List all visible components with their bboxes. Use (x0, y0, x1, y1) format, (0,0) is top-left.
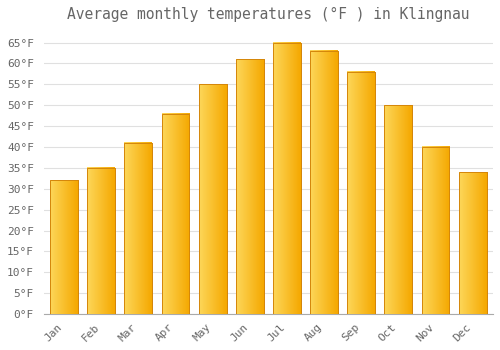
Bar (384, 105, 412, 314)
Bar (273, 43, 301, 314)
Bar (348, 72, 375, 314)
Bar (124, 143, 152, 314)
Bar (236, 59, 264, 314)
Bar (50, 180, 78, 314)
Bar (310, 51, 338, 314)
Bar (273, 43, 301, 314)
Bar (236, 59, 264, 314)
Bar (198, 84, 226, 314)
Bar (50, 180, 78, 314)
Bar (458, 172, 486, 314)
Bar (162, 114, 190, 314)
Title: Average monthly temperatures (°F ) in Klingnau: Average monthly temperatures (°F ) in Kl… (67, 7, 469, 22)
Bar (198, 84, 226, 314)
Bar (348, 72, 375, 314)
Bar (422, 147, 450, 314)
Bar (458, 172, 486, 314)
Bar (384, 105, 412, 314)
Bar (88, 168, 115, 314)
Bar (88, 168, 115, 314)
Bar (422, 147, 450, 314)
Bar (162, 114, 190, 314)
Bar (310, 51, 338, 314)
Bar (124, 143, 152, 314)
